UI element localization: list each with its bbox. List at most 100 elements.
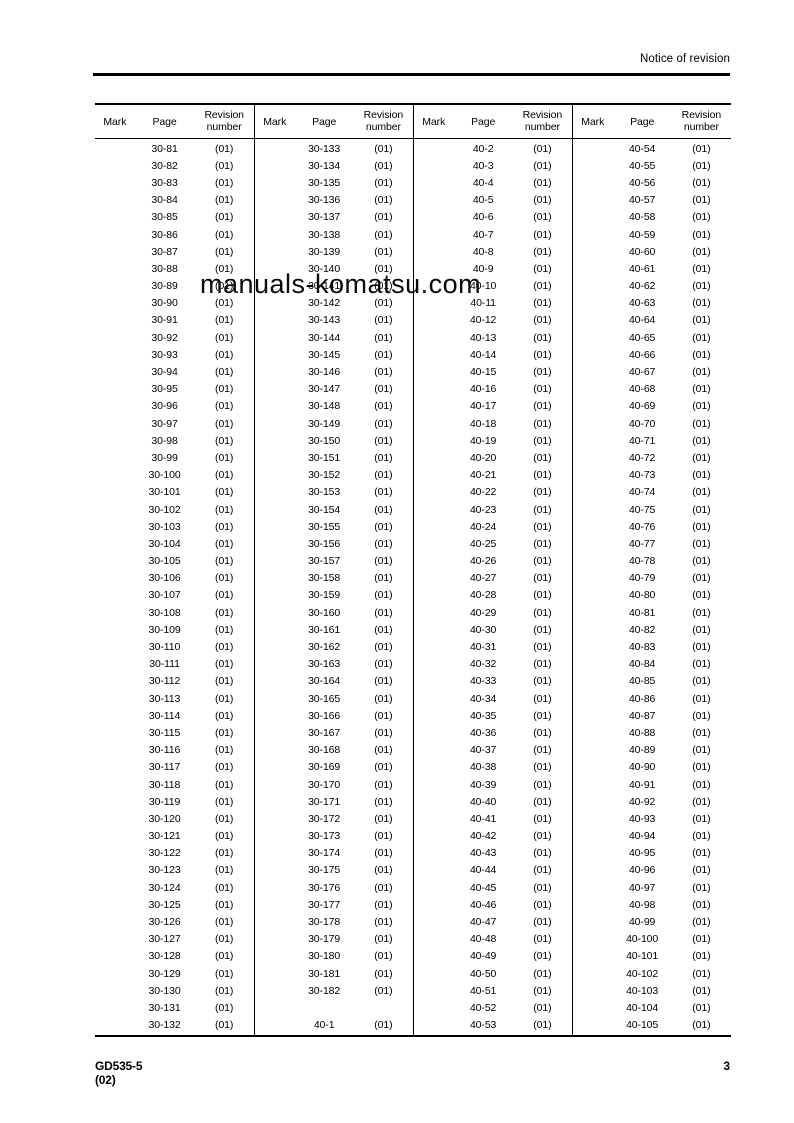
revision-cell: (01) [533, 898, 552, 911]
revision-cell: (01) [374, 830, 393, 843]
table-row: 40-25 (01) [414, 535, 572, 552]
page-cell: 40-67 [628, 366, 656, 379]
revision-cell: (01) [692, 761, 711, 774]
revision-cell: (01) [374, 641, 393, 654]
revision-cell: (01) [374, 211, 393, 224]
revision-cell: (01) [692, 297, 711, 310]
table-row: 30-134 (01) [255, 157, 413, 174]
revision-cell: (01) [374, 847, 393, 860]
table-row: 30-155 (01) [255, 518, 413, 535]
revision-cell: (01) [374, 417, 393, 430]
table-row: 40-29 (01) [414, 604, 572, 621]
table-body: 40-2 (01) 40-3 (01) 40-4 (01) 40-5 (01) 40-6 (01)… [414, 139, 572, 1035]
page-cell: 40-32 [469, 658, 497, 671]
table-row: 30-159 (01) [255, 587, 413, 604]
revision-cell: (01) [533, 709, 552, 722]
table-row: 30-160 (01) [255, 604, 413, 621]
revision-cell: (01) [533, 366, 552, 379]
page-cell: 30-84 [151, 194, 178, 207]
page-cell: 40-80 [628, 589, 656, 602]
revision-cell: (01) [374, 761, 393, 774]
column-header-mark: Mark [103, 115, 127, 128]
revision-cell: (01) [533, 1001, 552, 1014]
revision-cell: (01) [692, 194, 711, 207]
table-row: 30-99 (01) [95, 449, 254, 466]
revision-cell: (01) [374, 898, 393, 911]
revision-cell: (01) [215, 486, 234, 499]
table-row: 40-94 (01) [573, 828, 731, 845]
page-cell: 30-126 [148, 916, 181, 929]
table-row: 30-137 (01) [255, 209, 413, 226]
revision-cell: (01) [374, 881, 393, 894]
table-row: 30-86 (01) [95, 226, 254, 243]
page-cell: 30-179 [308, 933, 341, 946]
page-cell: 30-107 [148, 589, 181, 602]
page-cell: 30-128 [148, 950, 181, 963]
page-cell: 30-122 [148, 847, 181, 860]
table-row: 40-53 (01) [414, 1017, 572, 1034]
page-cell: 40-70 [628, 417, 656, 430]
revision-cell: (01) [533, 297, 552, 310]
page-cell: 30-105 [148, 555, 181, 568]
revision-cell: (01) [692, 623, 711, 636]
revision-cell: (01) [533, 589, 552, 602]
table-row: 40-63 (01) [573, 295, 731, 312]
revision-cell: (01) [533, 194, 552, 207]
page-cell: 40-73 [628, 469, 656, 482]
revision-cell: (01) [533, 434, 552, 447]
page-cell: 40-75 [628, 503, 656, 516]
table-header-row: Mark Page Revision number [573, 105, 731, 139]
page-cell: 40-47 [469, 916, 497, 929]
table-row: 30-88 (01) [95, 260, 254, 277]
table-row: 30-89 (01) [95, 278, 254, 295]
revision-cell: (01) [374, 503, 393, 516]
table-row: 30-158 (01) [255, 570, 413, 587]
revision-cell: (01) [215, 726, 234, 739]
page-cell: 40-60 [628, 245, 656, 258]
page-cell: 40-77 [628, 537, 656, 550]
revision-cell: (01) [692, 434, 711, 447]
table-row: 30-97 (01) [95, 415, 254, 432]
revision-cell: (01) [215, 606, 234, 619]
table-row: 30-164 (01) [255, 673, 413, 690]
page-cell: 40-11 [470, 297, 496, 310]
page-cell: 40-82 [628, 623, 656, 636]
page-cell: 30-92 [151, 331, 178, 344]
table-row: 40-104 (01) [573, 999, 731, 1016]
page-cell: 40-51 [469, 984, 497, 997]
page-cell: 40-52 [469, 1001, 497, 1014]
revision-cell: (01) [533, 726, 552, 739]
revision-cell: (01) [692, 589, 711, 602]
table-row: 40-44 (01) [414, 862, 572, 879]
page-cell: 30-81 [151, 142, 178, 155]
revision-cell: (01) [692, 503, 711, 516]
table-row: 30-125 (01) [95, 896, 254, 913]
table-row: 40-46 (01) [414, 896, 572, 913]
table-row: 30-162 (01) [255, 638, 413, 655]
page-cell: 40-44 [469, 864, 497, 877]
revision-cell: (01) [692, 348, 711, 361]
table-row: 40-21 (01) [414, 467, 572, 484]
page-cell: 40-87 [628, 709, 656, 722]
table-row: 30-143 (01) [255, 312, 413, 329]
page-cell: 40-9 [472, 262, 494, 275]
revision-cell: (01) [692, 262, 711, 275]
table-row: 30-117 (01) [95, 759, 254, 776]
table-row: 40-6 (01) [414, 209, 572, 226]
table-row: 40-84 (01) [573, 656, 731, 673]
table-row: 30-119 (01) [95, 793, 254, 810]
table-body: 40-54 (01) 40-55 (01) 40-56 (01) 40-57 (01) 40-5… [573, 139, 731, 1035]
revision-cell: (01) [215, 572, 234, 585]
table-row: 40-54 (01) [573, 140, 731, 157]
page-cell: 40-34 [469, 692, 497, 705]
table-row: 30-95 (01) [95, 381, 254, 398]
revision-cell: (01) [692, 864, 711, 877]
table-row: 30-128 (01) [95, 948, 254, 965]
page-cell: 30-169 [308, 761, 341, 774]
page-cell: 40-103 [626, 984, 659, 997]
footer-page-number: 3 [723, 1059, 730, 1073]
page-cell: 30-88 [151, 262, 178, 275]
revision-cell: (01) [374, 933, 393, 946]
table-row: 30-92 (01) [95, 329, 254, 346]
